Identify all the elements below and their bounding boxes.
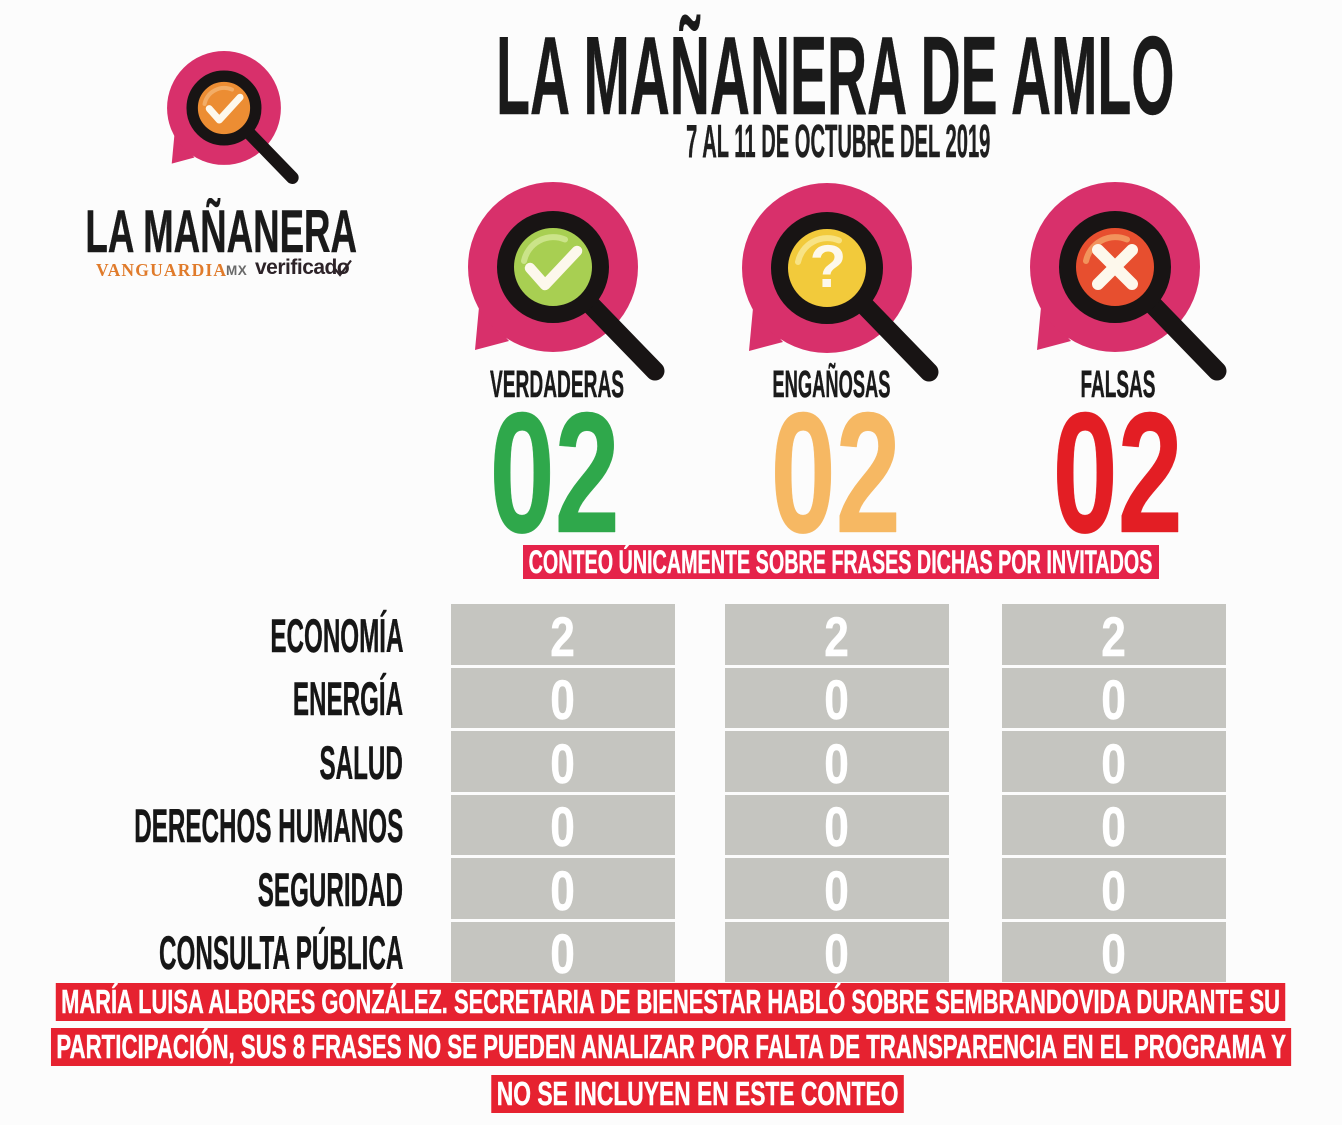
svg-text:?: ?: [810, 233, 847, 300]
